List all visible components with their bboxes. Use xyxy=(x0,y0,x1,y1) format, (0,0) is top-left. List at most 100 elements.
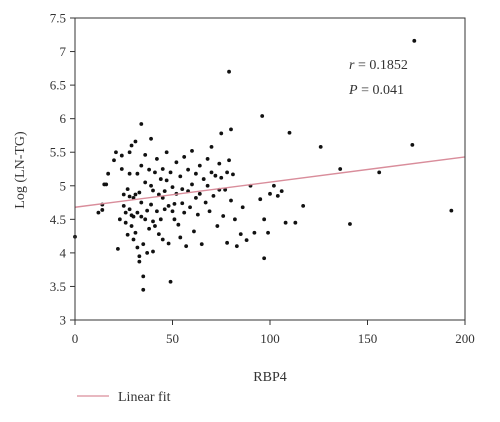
data-point xyxy=(182,210,187,215)
y-tick-label: 3.5 xyxy=(50,279,66,294)
y-tick-label: 5.5 xyxy=(50,145,66,160)
data-point xyxy=(139,163,144,168)
data-point xyxy=(141,287,146,292)
data-point xyxy=(192,229,196,234)
y-tick-label: 7.5 xyxy=(50,11,66,26)
y-tick-label: 6.5 xyxy=(50,78,66,93)
data-point xyxy=(160,237,165,242)
p-value: = 0.041 xyxy=(358,83,404,98)
data-point xyxy=(151,219,155,224)
data-point xyxy=(127,171,132,176)
y-tick-label: 6 xyxy=(60,111,67,126)
data-point xyxy=(197,163,202,168)
data-point xyxy=(139,200,144,205)
y-tick-label: 4.5 xyxy=(50,212,66,227)
data-point xyxy=(258,197,263,202)
data-point xyxy=(145,250,150,255)
data-point xyxy=(162,207,167,212)
data-point xyxy=(170,209,175,214)
data-point xyxy=(129,224,134,228)
data-point xyxy=(139,122,144,126)
data-point xyxy=(123,210,128,215)
y-tick-label: 3 xyxy=(60,313,67,328)
data-point xyxy=(127,150,132,155)
data-point xyxy=(213,173,218,178)
data-point xyxy=(141,242,146,247)
data-point xyxy=(225,240,230,245)
data-point xyxy=(279,189,284,194)
data-point xyxy=(205,157,210,161)
data-point xyxy=(238,232,243,236)
data-point xyxy=(166,241,171,246)
data-point xyxy=(133,139,138,144)
data-point xyxy=(190,182,194,187)
data-point xyxy=(131,237,136,242)
data-point xyxy=(225,170,230,175)
data-point xyxy=(106,171,111,176)
data-point xyxy=(166,204,171,208)
y-tick-label: 4 xyxy=(60,245,67,260)
y-tick-label: 7 xyxy=(60,44,67,59)
data-point xyxy=(348,222,352,226)
data-point xyxy=(174,160,179,165)
data-point xyxy=(125,232,130,237)
data-point xyxy=(233,217,237,222)
data-point xyxy=(155,209,159,214)
data-point xyxy=(194,171,198,176)
data-point xyxy=(240,205,245,210)
legend-label: Linear fit xyxy=(118,390,171,405)
data-point xyxy=(168,170,173,175)
legend: Linear fit xyxy=(77,390,171,405)
data-point xyxy=(149,202,153,207)
data-point xyxy=(221,214,226,218)
data-point xyxy=(207,209,212,214)
data-point xyxy=(410,142,415,147)
data-point xyxy=(143,153,148,157)
data-point xyxy=(252,230,257,235)
data-point xyxy=(117,217,122,222)
data-point xyxy=(145,208,150,213)
y-axis-label: Log (LN-TG) xyxy=(13,131,28,209)
data-point xyxy=(170,185,175,190)
data-point xyxy=(172,201,177,206)
data-point xyxy=(272,183,276,188)
data-point xyxy=(180,201,185,206)
data-point xyxy=(203,200,208,205)
data-point xyxy=(119,153,124,158)
data-point xyxy=(211,193,216,198)
data-point xyxy=(143,217,148,222)
data-point xyxy=(149,183,153,188)
data-point xyxy=(137,190,142,195)
data-point xyxy=(287,130,292,135)
r-symbol: r xyxy=(349,58,355,73)
data-point xyxy=(201,177,206,181)
data-point xyxy=(293,220,298,225)
data-point xyxy=(176,222,181,227)
data-point xyxy=(116,246,120,251)
data-point xyxy=(153,224,157,228)
data-point xyxy=(219,131,224,136)
data-point xyxy=(131,195,136,200)
data-point xyxy=(227,69,231,74)
data-point xyxy=(275,193,280,198)
data-point xyxy=(158,217,163,222)
data-point xyxy=(158,177,163,181)
data-point xyxy=(209,170,214,175)
data-point xyxy=(164,150,169,155)
data-point xyxy=(449,208,454,213)
data-point xyxy=(147,226,152,231)
x-tick-label: 150 xyxy=(358,331,378,346)
data-point xyxy=(186,167,191,172)
data-point xyxy=(131,214,136,219)
data-point xyxy=(164,178,169,183)
x-tick-label: 100 xyxy=(260,331,280,346)
data-point xyxy=(244,238,249,243)
data-point xyxy=(197,191,202,196)
data-point xyxy=(162,189,167,194)
data-point xyxy=(199,242,204,247)
data-point xyxy=(135,245,140,250)
data-point xyxy=(96,210,101,215)
data-point xyxy=(153,170,157,175)
data-point xyxy=(119,167,124,171)
data-point xyxy=(180,187,185,192)
